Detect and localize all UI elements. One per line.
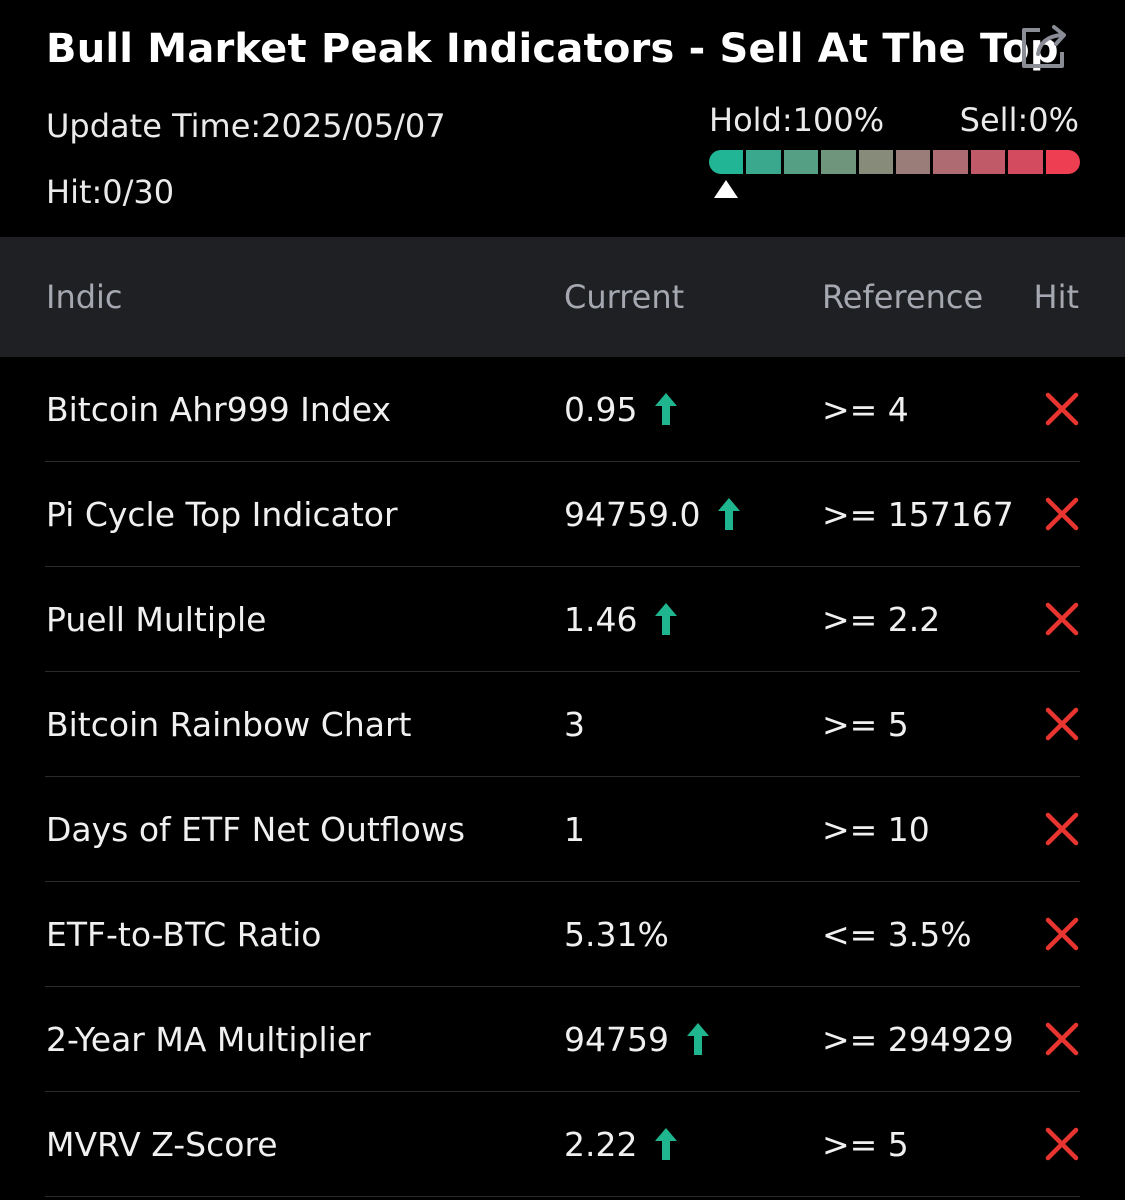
trend-up-arrow-icon [716,496,742,532]
gauge-segment [746,150,781,174]
indicator-reference: >= 10 [822,809,930,849]
indicator-reference: <= 3.5% [822,914,972,954]
not-hit-x-icon [1040,1092,1080,1196]
table-row[interactable]: Bitcoin Ahr999 Index 0.95 >= 4 [45,357,1080,462]
not-hit-x-icon [1040,567,1080,671]
trend-up-arrow-icon [685,1021,711,1057]
indicator-name: Puell Multiple [46,599,267,639]
indicator-current-value: 0.95 [564,389,638,429]
indicator-name: Bitcoin Ahr999 Index [46,389,392,429]
indicator-reference: >= 5 [822,1124,909,1164]
indicator-current: 0.95 [564,357,679,461]
hold-sell-gauge [709,150,1081,174]
indicator-current-value: 94759.0 [564,494,701,534]
indicator-name: Pi Cycle Top Indicator [46,494,398,534]
not-hit-x-icon [1040,882,1080,986]
not-hit-x-icon [1040,777,1080,881]
indicator-name: ETF-to-BTC Ratio [46,914,322,954]
indicator-table: Bitcoin Ahr999 Index 0.95 >= 4 Pi Cycle Top… [0,357,1125,1197]
gauge-hold-label: Hold:100% [709,101,885,139]
indicator-reference: >= 2.2 [822,599,941,639]
gauge-sell-label: Sell:0% [959,101,1079,139]
indicator-name: Days of ETF Net Outflows [46,809,466,849]
column-header-hit: Hit [1033,278,1080,316]
gauge-segment [970,150,1006,174]
indicator-reference: >= 157167 [822,494,1014,534]
table-header: Indic Current Reference Hit [0,237,1125,357]
indicator-reference: >= 5 [822,704,909,744]
indicator-current: 1 [564,777,585,881]
indicator-reference: >= 4 [822,389,909,429]
gauge-pointer-icon [714,180,739,198]
column-header-current: Current [564,278,685,316]
gauge-segment [783,150,819,174]
indicator-current: 94759 [564,987,711,1091]
indicator-current: 2.22 [564,1092,679,1196]
indicator-name: MVRV Z-Score [46,1124,278,1164]
not-hit-x-icon [1040,357,1080,461]
table-row[interactable]: Puell Multiple 1.46 >= 2.2 [45,567,1080,672]
not-hit-x-icon [1040,462,1080,566]
indicator-current-value: 5.31% [564,914,669,954]
indicator-name: Bitcoin Rainbow Chart [46,704,412,744]
indicator-current-value: 94759 [564,1019,669,1059]
table-row[interactable]: MVRV Z-Score 2.22 >= 5 [45,1092,1080,1197]
column-header-reference: Reference [822,278,984,316]
not-hit-x-icon [1040,672,1080,776]
table-row[interactable]: ETF-to-BTC Ratio 5.31% <= 3.5% [45,882,1080,987]
gauge-segment [896,150,931,174]
page-title: Bull Market Peak Indicators - Sell At Th… [46,26,1059,72]
table-row[interactable]: 2-Year MA Multiplier 94759 >= 294929 [45,987,1080,1092]
hit-count: Hit:0/30 [46,173,175,211]
share-button[interactable] [1018,22,1070,72]
indicator-current: 3 [564,672,585,776]
share-icon [1022,25,1066,68]
indicator-current: 94759.0 [564,462,742,566]
table-row[interactable]: Bitcoin Rainbow Chart 3 >= 5 [45,672,1080,777]
gauge-segment [821,150,856,174]
gauge-segment [858,150,894,174]
gauge-segment [933,150,968,174]
trend-up-arrow-icon [653,1126,679,1162]
gauge-segment [1045,150,1081,174]
indicator-name: 2-Year MA Multiplier [46,1019,371,1059]
column-header-indic: Indic [46,278,123,316]
indicator-current: 1.46 [564,567,679,671]
update-time: Update Time:2025/05/07 [46,107,446,145]
indicator-current-value: 1.46 [564,599,638,639]
gauge-segment [709,150,744,174]
indicator-current-value: 2.22 [564,1124,638,1164]
indicator-current-value: 3 [564,704,585,744]
indicator-current: 5.31% [564,882,669,986]
table-row[interactable]: Days of ETF Net Outflows 1 >= 10 [45,777,1080,882]
trend-up-arrow-icon [653,601,679,637]
table-row[interactable]: Pi Cycle Top Indicator 94759.0 >= 157167 [45,462,1080,567]
indicator-reference: >= 294929 [822,1019,1014,1059]
indicator-current-value: 1 [564,809,585,849]
trend-up-arrow-icon [653,391,679,427]
gauge-segment [1008,150,1043,174]
not-hit-x-icon [1040,987,1080,1091]
